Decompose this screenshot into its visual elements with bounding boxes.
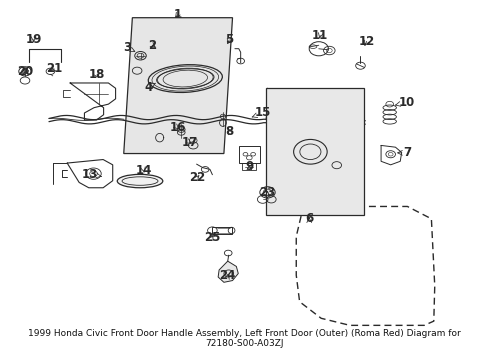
Bar [238,146,259,163]
Text: 23: 23 [259,186,275,199]
Text: 12: 12 [358,35,374,48]
Text: 18: 18 [88,68,105,81]
Text: 2: 2 [148,39,156,52]
Text: 4: 4 [144,81,155,94]
Text: 6: 6 [305,212,313,225]
Text: 22: 22 [189,171,205,184]
Ellipse shape [117,174,163,188]
Text: 10: 10 [395,96,414,109]
Bar [242,163,256,170]
Bar [265,88,364,215]
Text: 11: 11 [311,29,327,42]
Text: 15: 15 [252,107,271,120]
Polygon shape [123,18,232,154]
Text: 21: 21 [46,62,62,75]
Text: 1999 Honda Civic Front Door Handle Assembly, Left Front Door (Outer) (Roma Red) : 1999 Honda Civic Front Door Handle Assem… [28,329,460,348]
Text: 24: 24 [219,270,235,283]
Text: 16: 16 [169,121,185,134]
Text: 5: 5 [224,33,233,46]
Text: 17: 17 [181,136,197,149]
Text: 20: 20 [17,65,33,78]
Text: 25: 25 [203,231,220,244]
Text: 3: 3 [122,41,135,54]
Text: 14: 14 [135,164,152,177]
Text: 9: 9 [244,161,253,174]
Text: 8: 8 [224,125,233,138]
Text: 19: 19 [25,33,42,46]
Text: 13: 13 [82,167,101,180]
Text: 7: 7 [397,146,411,159]
Polygon shape [218,261,238,282]
Text: 1: 1 [173,8,181,21]
Bar [212,227,231,234]
